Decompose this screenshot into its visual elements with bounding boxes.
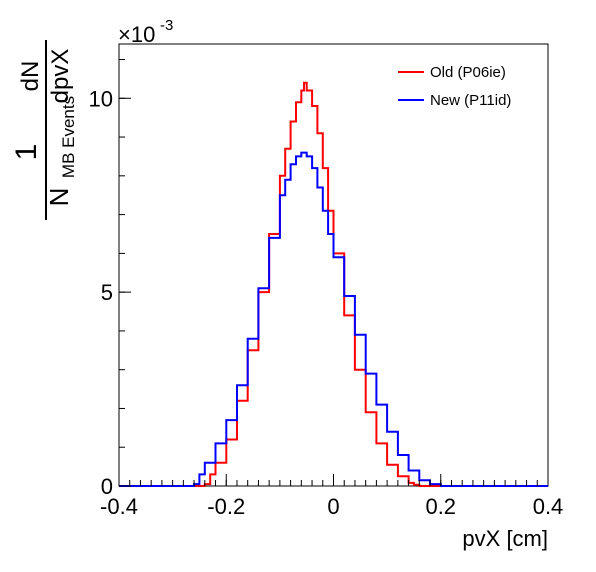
- x-axis-title: pvX [cm]: [462, 526, 548, 551]
- x-tick-label: 0.2: [425, 494, 456, 519]
- y-tick-label: 5: [101, 280, 113, 305]
- y-tick-label: 0: [101, 474, 113, 499]
- y-axis-multiplier: ×10 -3: [118, 17, 173, 47]
- x-tick-label: -0.4: [100, 494, 138, 519]
- series-line-0: [119, 81, 548, 487]
- x-tick-label: 0: [327, 494, 339, 519]
- y-label-denominator-left: N: [44, 188, 74, 207]
- x-tick-label: -0.2: [207, 494, 245, 519]
- y-axis-label: 1 N MB Events dN dpvX: [10, 40, 78, 220]
- y-label-denominator-left-sub: MB Events: [59, 96, 78, 178]
- y-label-numerator-left: 1: [10, 144, 43, 161]
- plot-frame: [118, 43, 549, 487]
- legend: Old (P06ie) New (P11id): [398, 64, 511, 109]
- axes-layer: -0.4 -0.2 0 0.2 0.4 0 5 10: [89, 59, 564, 519]
- y-multiplier-base: ×10: [118, 22, 155, 47]
- legend-label-new: New (P11id): [430, 92, 511, 109]
- series-line-1: [119, 151, 548, 487]
- y-tick-label: 10: [89, 86, 113, 111]
- x-tick-label: 0.4: [533, 494, 564, 519]
- series-layer: [119, 81, 548, 487]
- y-label-denominator-right: dpvX: [47, 49, 74, 104]
- y-multiplier-exponent: -3: [160, 17, 173, 34]
- y-label-numerator-right: dN: [17, 61, 44, 92]
- legend-label-old: Old (P06ie): [430, 64, 506, 81]
